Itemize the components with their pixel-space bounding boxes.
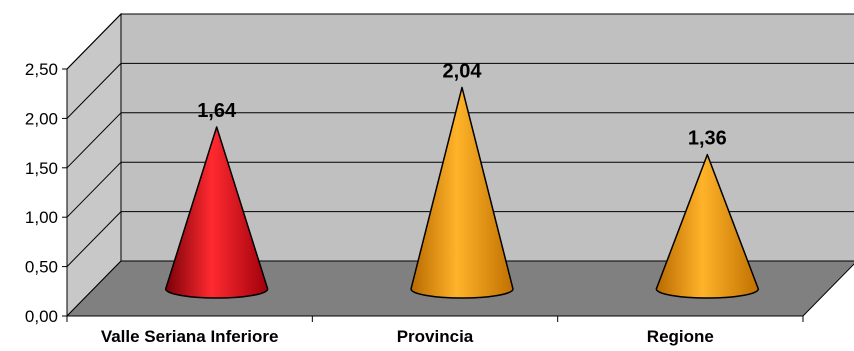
category-label: Regione — [647, 327, 714, 346]
y-tick-label: 0,50 — [25, 258, 58, 277]
data-label: 1,64 — [197, 100, 237, 122]
category-label: Provincia — [397, 327, 474, 346]
y-tick-label: 2,00 — [25, 109, 58, 128]
gridline-side — [66, 63, 122, 119]
cone-2 — [655, 153, 760, 299]
cone-0 — [164, 126, 269, 299]
y-tick-label: 1,50 — [25, 159, 58, 178]
gridline-side — [66, 112, 122, 169]
data-labels: 1,64 2,04 1,36 — [197, 60, 727, 149]
y-tick-label: 0,00 — [25, 307, 58, 326]
cone-1 — [410, 86, 514, 299]
gridline-side — [66, 13, 122, 70]
y-axis: 0,00 0,50 1,00 1,50 2,00 2,50 — [25, 60, 68, 326]
gridline-side — [66, 211, 122, 267]
data-label: 1,36 — [688, 128, 727, 150]
cones — [164, 86, 760, 299]
y-tick-label: 2,50 — [25, 60, 58, 79]
data-label: 2,04 — [443, 60, 483, 82]
y-tick-label: 1,00 — [25, 208, 58, 227]
gridline-side — [66, 161, 122, 218]
x-axis: Valle Seriana Inferiore Provincia Regione — [66, 315, 804, 346]
category-label: Valle Seriana Inferiore — [101, 327, 279, 346]
